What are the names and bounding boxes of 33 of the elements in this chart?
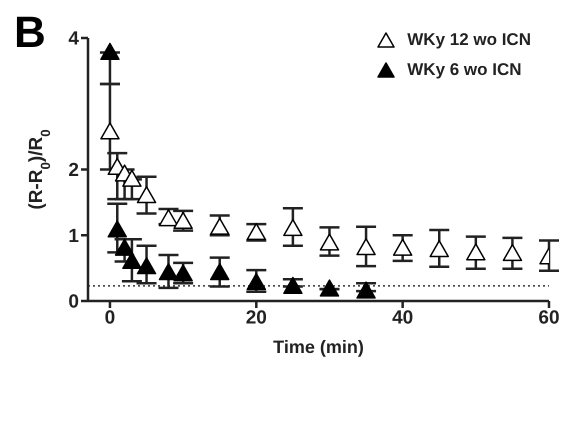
point <box>466 243 486 261</box>
x-tick-label: 40 <box>392 307 414 328</box>
point <box>122 170 142 187</box>
point <box>136 186 156 204</box>
x-tick-label: 0 <box>104 307 116 328</box>
point <box>100 122 120 140</box>
point <box>108 220 128 238</box>
point <box>246 272 266 290</box>
y-tick-label: 1 <box>68 226 80 247</box>
point <box>158 262 178 280</box>
point <box>210 262 230 280</box>
point <box>320 279 340 297</box>
x-axis-title: Time (min) <box>273 337 364 357</box>
y-tick-label: 2 <box>68 160 79 182</box>
x-tick-label: 60 <box>538 307 560 328</box>
point <box>283 276 303 294</box>
point <box>356 281 376 299</box>
point <box>100 42 120 60</box>
point <box>136 257 156 274</box>
point <box>320 233 340 251</box>
y-tick-label: 0 <box>68 292 79 313</box>
point <box>502 244 522 262</box>
point <box>122 252 142 270</box>
y-tick-label: 4 <box>68 28 80 50</box>
x-tick-label: 20 <box>246 307 267 328</box>
point <box>356 238 376 256</box>
legend-label: WKy 6 wo ICN <box>407 60 522 80</box>
point <box>210 218 230 235</box>
chart-title: B <box>14 8 46 58</box>
point <box>392 238 412 256</box>
legend-label: WKy 12 wo ICN <box>407 30 531 50</box>
point <box>283 218 303 236</box>
point <box>429 240 449 258</box>
